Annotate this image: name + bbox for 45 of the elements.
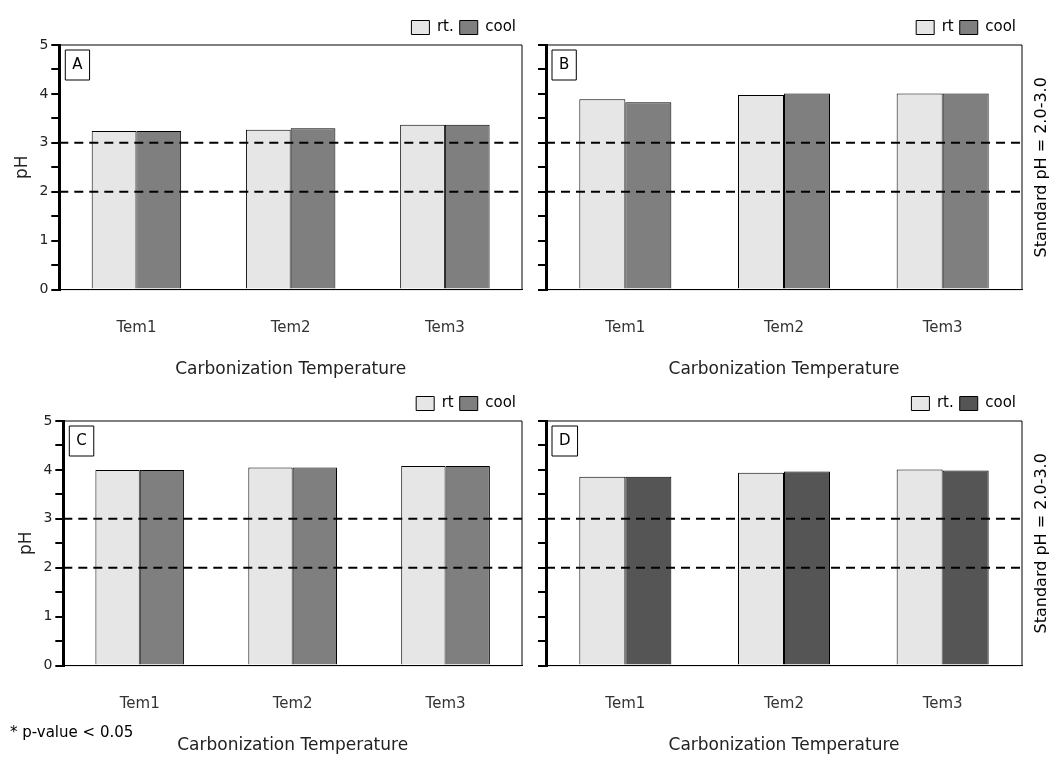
legend-label: rt <box>441 393 454 412</box>
x-tick-label: Tem1 <box>604 694 646 713</box>
x-axis-title: Carbonization Temperature <box>175 358 407 379</box>
y-tick-label: 1 <box>43 607 53 624</box>
legend-label: rt. <box>436 17 454 36</box>
y-tick-label: 2 <box>39 182 49 199</box>
legend-label: cool <box>485 393 517 412</box>
legend-label: cool <box>485 17 517 36</box>
x-tick-label: Tem3 <box>423 318 465 337</box>
x-tick-label: Tem2 <box>269 318 311 337</box>
x-tick-label: Tem3 <box>921 318 963 337</box>
x-axis-title: Carbonization Temperature <box>668 734 900 755</box>
x-tick-label: Tem2 <box>763 694 804 713</box>
y-tick-label: 0 <box>39 280 49 297</box>
text: * p-value < 0.05 <box>10 722 134 741</box>
x-tick-label: Tem3 <box>424 694 466 713</box>
y-axis-title: pH <box>10 155 31 180</box>
text: D <box>559 430 571 449</box>
y2-axis-title: Standard pH = 2.0-3.0 <box>1031 77 1051 258</box>
text: B <box>559 54 570 73</box>
x-tick-label: Tem1 <box>604 318 646 337</box>
y-axis-title: pH <box>14 531 35 556</box>
x-tick-label: Tem2 <box>271 694 313 713</box>
y-tick-label: 4 <box>43 460 53 477</box>
legend-label: cool <box>985 17 1017 36</box>
y-tick-label: 3 <box>43 509 53 526</box>
x-axis-title: Carbonization Temperature <box>177 734 409 755</box>
text: A <box>72 54 84 73</box>
x-tick-label: Tem1 <box>115 318 157 337</box>
y-tick-label: 5 <box>39 35 49 52</box>
x-tick-label: Tem2 <box>763 318 804 337</box>
y-tick-label: 5 <box>43 411 53 428</box>
x-tick-label: Tem3 <box>921 694 963 713</box>
y2-axis-title: Standard pH = 2.0-3.0 <box>1031 453 1051 634</box>
legend-label: cool <box>985 393 1017 412</box>
x-tick-label: Tem1 <box>118 694 160 713</box>
y-tick-label: 4 <box>39 84 49 101</box>
y-tick-label: 0 <box>43 656 53 673</box>
legend-label: rt <box>941 17 954 36</box>
text: C <box>76 430 87 449</box>
x-axis-title: Carbonization Temperature <box>668 358 900 379</box>
y-tick-label: 1 <box>39 231 49 248</box>
legend-label: rt. <box>936 393 954 412</box>
y-tick-label: 2 <box>43 558 53 575</box>
y-tick-label: 3 <box>39 133 49 150</box>
